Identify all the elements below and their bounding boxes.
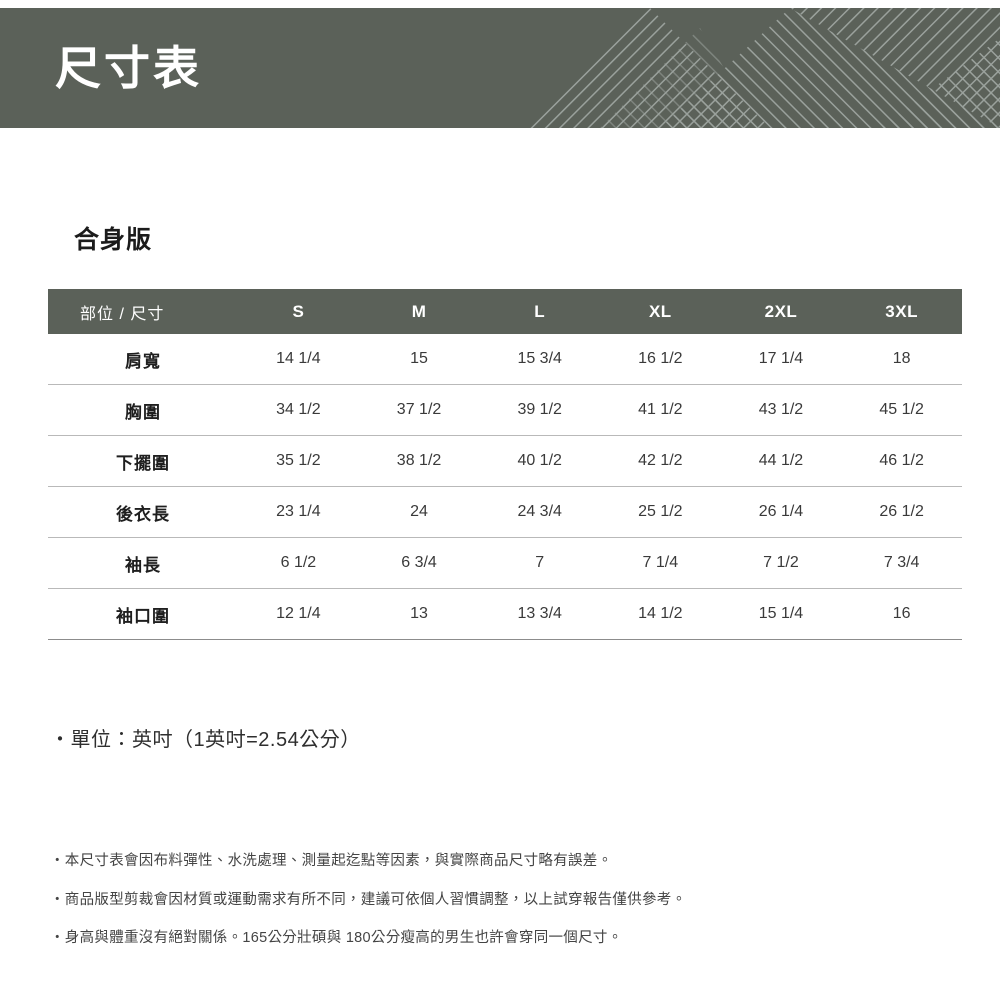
- cell-back-length-2xl: 26 1/4: [720, 486, 842, 538]
- table-header: 部位 / 尺寸 S M L XL 2XL 3XL: [48, 289, 962, 334]
- cell-hem-s: 35 1/2: [238, 435, 359, 487]
- header-cell-s: S: [238, 289, 359, 334]
- cell-shoulder-xl: 16 1/2: [600, 334, 721, 385]
- cell-chest-xl: 41 1/2: [600, 384, 721, 436]
- row-label-hem: 下擺圍: [48, 435, 239, 487]
- cell-cuff-s: 12 1/4: [238, 588, 359, 640]
- cell-shoulder-s: 14 1/4: [238, 334, 359, 385]
- table-row: 胸圍 34 1/2 37 1/2 39 1/2 41 1/2 43 1/2 45…: [48, 384, 962, 436]
- header-cell-measurement: 部位 / 尺寸: [48, 289, 239, 334]
- cell-cuff-m: 13: [358, 588, 480, 640]
- table-row: 肩寬 14 1/4 15 15 3/4 16 1/2 17 1/4 18: [48, 334, 962, 385]
- cell-shoulder-3xl: 18: [841, 334, 962, 385]
- cell-sleeve-length-s: 6 1/2: [238, 537, 359, 589]
- table-row: 袖長 6 1/2 6 3/4 7 7 1/4 7 1/2 7 3/4: [48, 537, 962, 589]
- cell-sleeve-length-xl: 7 1/4: [600, 537, 721, 589]
- cell-chest-m: 37 1/2: [358, 384, 480, 436]
- cell-cuff-2xl: 15 1/4: [720, 588, 842, 640]
- cell-cuff-l: 13 3/4: [479, 588, 600, 640]
- cell-shoulder-l: 15 3/4: [479, 334, 600, 385]
- size-chart-container: 部位 / 尺寸 S M L XL 2XL 3XL 肩寬 14 1/4 15 15…: [48, 289, 962, 640]
- size-chart-table: 部位 / 尺寸 S M L XL 2XL 3XL 肩寬 14 1/4 15 15…: [48, 289, 962, 640]
- row-label-sleeve-length: 袖長: [48, 537, 239, 589]
- header-cell-l: L: [479, 289, 600, 334]
- cell-back-length-s: 23 1/4: [238, 486, 359, 538]
- cell-chest-l: 39 1/2: [479, 384, 600, 436]
- cell-cuff-3xl: 16: [841, 588, 962, 640]
- table-row: 袖口圍 12 1/4 13 13 3/4 14 1/2 15 1/4 16: [48, 588, 962, 640]
- cell-chest-2xl: 43 1/2: [720, 384, 842, 436]
- table-row: 下擺圍 35 1/2 38 1/2 40 1/2 42 1/2 44 1/2 4…: [48, 435, 962, 487]
- cell-sleeve-length-3xl: 7 3/4: [841, 537, 962, 589]
- cell-sleeve-length-m: 6 3/4: [358, 537, 480, 589]
- row-label-back-length: 後衣長: [48, 486, 239, 538]
- table-body: 肩寬 14 1/4 15 15 3/4 16 1/2 17 1/4 18 胸圍 …: [48, 334, 962, 640]
- footnote-item: ・身高與體重沒有絕對關係。165公分壯碩與 180公分瘦高的男生也許會穿同一個尺…: [50, 930, 623, 946]
- header-cell-m: M: [358, 289, 480, 334]
- footnote-list: ・本尺寸表會因布料彈性、水洗處理、測量起迄點等因素，與實際商品尺寸略有誤差。 ・…: [50, 854, 950, 946]
- table-row: 後衣長 23 1/4 24 24 3/4 25 1/2 26 1/4 26 1/…: [48, 486, 962, 538]
- page-header-banner: 尺寸表: [0, 8, 1000, 128]
- cell-hem-xl: 42 1/2: [600, 435, 721, 487]
- cell-sleeve-length-l: 7: [479, 537, 600, 589]
- footnote-item: ・本尺寸表會因布料彈性、水洗處理、測量起迄點等因素，與實際商品尺寸略有誤差。: [50, 853, 613, 869]
- cell-hem-l: 40 1/2: [479, 435, 600, 487]
- cell-shoulder-m: 15: [358, 334, 480, 385]
- page-title: 尺寸表: [55, 42, 202, 94]
- header-cell-3xl: 3XL: [841, 289, 962, 334]
- cell-cuff-xl: 14 1/2: [600, 588, 721, 640]
- footnote-item: ・商品版型剪裁會因材質或運動需求有所不同，建議可依個人習慣調整，以上試穿報告僅供…: [50, 891, 687, 908]
- cell-sleeve-length-2xl: 7 1/2: [720, 537, 842, 589]
- row-label-cuff: 袖口圍: [48, 588, 239, 640]
- section-heading-fit-type: 合身版: [74, 226, 153, 254]
- cell-back-length-m: 24: [358, 486, 480, 538]
- header-cell-2xl: 2XL: [720, 289, 842, 334]
- table-header-row: 部位 / 尺寸 S M L XL 2XL 3XL: [48, 289, 962, 334]
- cell-back-length-l: 24 3/4: [479, 486, 600, 538]
- row-label-chest: 胸圍: [48, 384, 239, 436]
- unit-note: ・單位：英吋（1英吋=2.54公分）: [50, 729, 361, 751]
- cell-hem-3xl: 46 1/2: [841, 435, 962, 487]
- cell-hem-m: 38 1/2: [358, 435, 480, 487]
- header-cell-xl: XL: [600, 289, 721, 334]
- cell-shoulder-2xl: 17 1/4: [720, 334, 842, 385]
- cell-back-length-3xl: 26 1/2: [841, 486, 962, 538]
- cell-hem-2xl: 44 1/2: [720, 435, 842, 487]
- row-label-shoulder: 肩寬: [48, 334, 239, 385]
- cell-chest-3xl: 45 1/2: [841, 384, 962, 436]
- cell-back-length-xl: 25 1/2: [600, 486, 721, 538]
- cell-chest-s: 34 1/2: [238, 384, 359, 436]
